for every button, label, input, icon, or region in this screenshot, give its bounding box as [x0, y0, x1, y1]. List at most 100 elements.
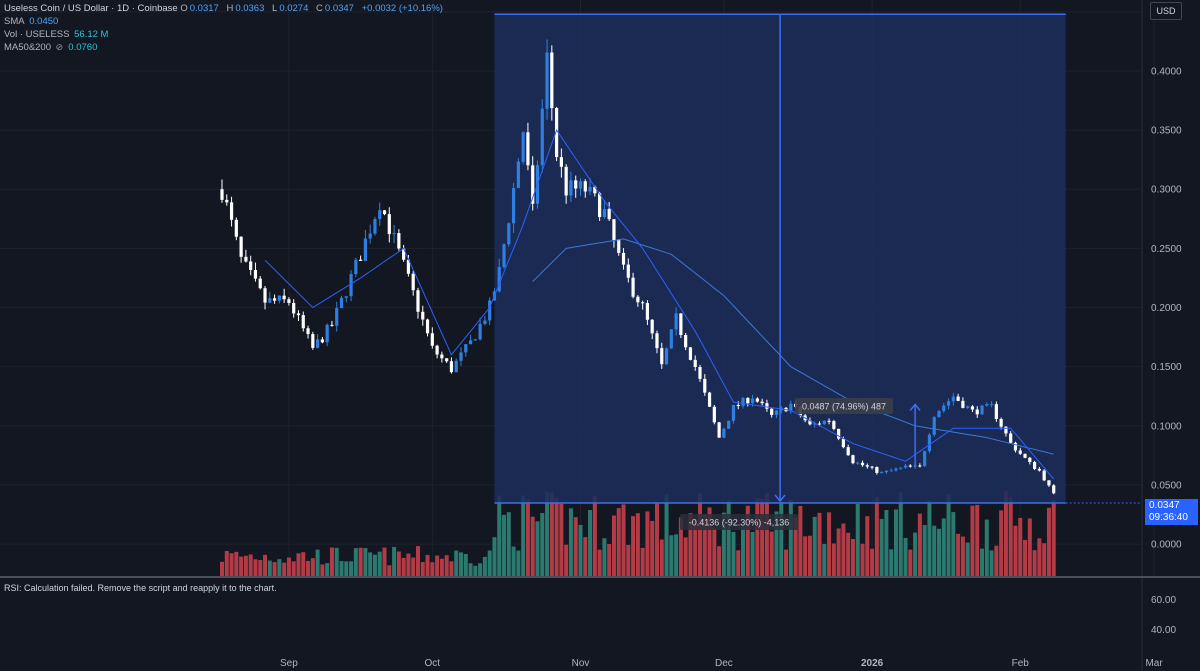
time-axis[interactable]: Sep Oct Nov Dec 2026 Feb Mar: [280, 658, 1163, 669]
candle-body: [296, 313, 301, 316]
volume-bar: [291, 561, 296, 576]
candle-body: [272, 298, 277, 301]
candle-body: [1047, 480, 1051, 486]
candle-body: [923, 451, 927, 467]
volume-bar: [430, 562, 435, 576]
eye-off-icon[interactable]: ⊘: [55, 42, 64, 52]
candle-body: [483, 320, 487, 324]
current-price-badge: 0.0347 09:36:40: [1145, 499, 1198, 525]
volume-bar: [779, 501, 784, 576]
candle-body: [760, 401, 764, 404]
candle-body: [774, 410, 779, 415]
candle-body: [578, 181, 583, 189]
volume-bar: [583, 537, 588, 576]
candle-body: [970, 406, 975, 410]
legend-volume[interactable]: Vol · USELESS 56.12 M: [4, 29, 113, 40]
ohlc-change: +0.0032 (+10.16%): [361, 3, 443, 14]
candle-body: [316, 339, 320, 348]
volume-bar: [1018, 517, 1023, 576]
candle-body: [822, 420, 826, 425]
volume-bar: [836, 528, 841, 576]
candle-body: [918, 465, 922, 467]
candle-body: [468, 340, 473, 345]
price-axis[interactable]: 0.45000.40000.35000.30000.25000.20000.15…: [1151, 7, 1182, 550]
candle-body: [1037, 468, 1041, 471]
volume-bar: [301, 552, 306, 576]
sma-label: SMA: [4, 16, 25, 27]
candle-body: [942, 405, 946, 412]
currency-button[interactable]: USD: [1150, 2, 1182, 20]
candle-body: [837, 428, 841, 439]
candle-body: [884, 470, 889, 473]
volume-bar: [650, 520, 655, 576]
volume-bar: [535, 521, 540, 576]
volume-bar: [693, 520, 698, 576]
volume-bar: [975, 504, 980, 576]
volume-bar: [678, 517, 683, 576]
candle-body: [440, 354, 444, 359]
candle-body: [387, 214, 391, 235]
volume-bar: [363, 547, 368, 576]
symbol-title[interactable]: Useless Coin / US Dollar · 1D · Coinbase: [4, 3, 178, 14]
candle-body: [669, 329, 673, 349]
volume-bar: [329, 547, 334, 576]
volume-bar: [870, 548, 875, 576]
candle-body: [755, 398, 759, 402]
volume-bar: [850, 539, 855, 576]
candle-body: [588, 186, 592, 192]
volume-bar: [827, 512, 832, 576]
volume-bar: [640, 547, 645, 576]
volume-bar: [989, 550, 994, 576]
volume-bar: [607, 543, 612, 576]
candle-body: [569, 180, 573, 196]
candle-body: [263, 288, 267, 303]
volume-bar: [769, 531, 774, 576]
legend-main[interactable]: Useless Coin / US Dollar · 1D · Coinbase…: [4, 3, 448, 14]
volume-bar: [253, 559, 258, 576]
candle-body: [865, 465, 869, 467]
volume-bar: [755, 498, 760, 576]
candles[interactable]: [220, 39, 1056, 495]
ohlc-close: 0.0347: [324, 3, 354, 14]
candle-body: [392, 233, 396, 235]
candle-body: [511, 188, 516, 224]
legend-ma[interactable]: MA50&200 ⊘ 0.0760: [4, 42, 102, 53]
candle-body: [320, 339, 324, 343]
legend-sma[interactable]: SMA 0.0450: [4, 16, 63, 27]
candle-body: [292, 302, 296, 314]
volume-bar: [1008, 497, 1013, 576]
volume-bar: [487, 550, 492, 576]
volume-bar: [368, 552, 373, 576]
volume-bar: [913, 532, 918, 576]
volume-bar: [525, 499, 530, 576]
candle-body: [808, 420, 812, 425]
volume-bar: [793, 517, 798, 576]
candle-body: [722, 428, 726, 438]
volume-bar: [392, 546, 397, 576]
volume-bar: [984, 519, 989, 576]
volume-bar: [415, 546, 420, 576]
candle-body: [980, 405, 984, 415]
candle-body: [989, 404, 994, 406]
volume-bar: [807, 535, 812, 576]
candle-body: [607, 209, 611, 220]
candle-body: [287, 299, 291, 303]
volume-bar: [999, 510, 1004, 576]
volume-bar: [1051, 500, 1056, 576]
rsi-tick-label: 40.00: [1151, 625, 1176, 636]
volume-bar: [349, 561, 354, 576]
ohlc-high-key: H: [226, 3, 234, 14]
candle-body: [712, 406, 716, 423]
candle-body: [717, 422, 721, 438]
candle-body: [750, 398, 755, 404]
x-tick-label: Sep: [280, 658, 298, 669]
volume-bar: [717, 546, 722, 576]
volume-bar: [702, 514, 707, 576]
candle-body: [961, 400, 965, 408]
volume-bar: [750, 531, 755, 576]
volume-bar: [344, 561, 349, 576]
volume-bar: [946, 494, 951, 576]
volume-bar: [220, 561, 224, 576]
candle-body: [445, 358, 449, 362]
